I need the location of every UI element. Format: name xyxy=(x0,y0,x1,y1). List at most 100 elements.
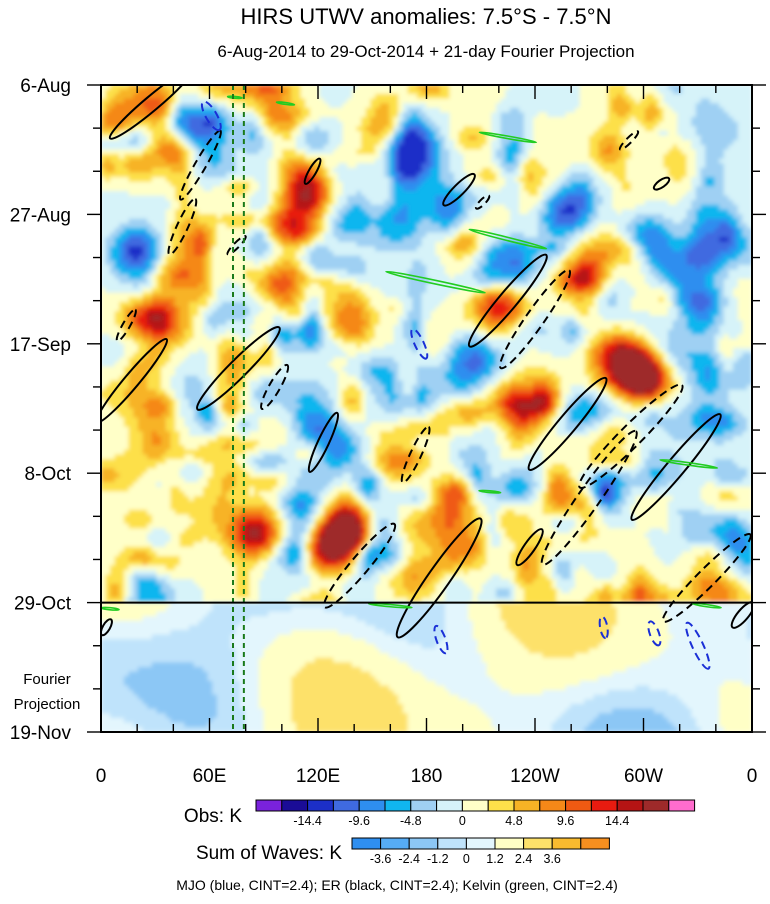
heatmap-cell xyxy=(402,167,409,174)
heatmap-cell xyxy=(309,89,316,95)
heatmap-cell xyxy=(244,237,251,243)
heatmap-cell xyxy=(384,144,390,150)
heatmap-cell xyxy=(561,117,567,123)
heatmap-cell xyxy=(514,103,520,109)
heatmap-cell xyxy=(430,117,437,123)
heatmap-cell xyxy=(114,117,120,123)
heatmap-cell xyxy=(700,121,706,127)
heatmap-cell xyxy=(268,200,274,206)
heatmap-cell xyxy=(505,232,511,238)
heatmap-cell xyxy=(356,204,362,211)
heatmap-cell xyxy=(458,218,464,224)
heatmap-cell xyxy=(412,177,418,183)
heatmap-cell xyxy=(282,241,288,248)
heatmap-cell xyxy=(565,89,571,95)
heatmap-cell xyxy=(505,163,511,169)
heatmap-cell xyxy=(337,214,344,220)
heatmap-cell xyxy=(482,204,488,211)
heatmap-cell xyxy=(435,117,441,123)
heatmap-cell xyxy=(747,112,752,118)
heatmap-cell xyxy=(579,98,585,104)
heatmap-cell xyxy=(305,227,311,234)
heatmap-cell xyxy=(686,107,692,114)
heatmap-cell xyxy=(319,135,325,141)
heatmap-cell xyxy=(361,135,367,141)
heatmap-cell xyxy=(198,158,204,164)
heatmap-cell xyxy=(514,149,520,155)
heatmap-cell xyxy=(407,154,413,160)
heatmap-cell xyxy=(291,246,297,252)
heatmap-cell xyxy=(389,172,395,178)
heatmap-cell xyxy=(254,209,260,215)
heatmap-cell xyxy=(147,163,153,169)
heatmap-cell xyxy=(426,89,432,95)
heatmap-cell xyxy=(356,144,362,150)
heatmap-cell xyxy=(505,204,511,211)
heatmap-cell xyxy=(402,103,409,109)
heatmap-cell xyxy=(379,227,385,234)
heatmap-cell xyxy=(342,103,348,109)
heatmap-cell xyxy=(296,103,302,109)
heatmap-cell xyxy=(737,135,743,141)
heatmap-cell xyxy=(523,112,530,118)
heatmap-cell xyxy=(575,140,581,146)
heatmap-cell xyxy=(533,186,539,192)
heatmap-cell xyxy=(268,112,274,118)
heatmap-cell xyxy=(421,163,427,169)
heatmap-cell xyxy=(561,144,567,150)
heatmap-cell xyxy=(254,144,260,150)
heatmap-cell xyxy=(384,149,390,155)
heatmap-cell xyxy=(523,163,530,169)
heatmap-cell xyxy=(165,218,172,224)
heatmap-cell xyxy=(398,126,404,132)
heatmap-cell xyxy=(621,186,627,192)
heatmap-cell xyxy=(254,237,260,243)
heatmap-cell xyxy=(300,154,306,160)
heatmap-cell xyxy=(723,107,730,114)
heatmap-cell xyxy=(379,103,385,109)
heatmap-cell xyxy=(379,135,385,141)
heatmap-cell xyxy=(161,163,167,169)
heatmap-cell xyxy=(519,126,525,132)
heatmap-cell xyxy=(337,121,344,127)
heatmap-cell xyxy=(709,140,716,146)
heatmap-cell xyxy=(491,241,497,248)
heatmap-cell xyxy=(551,181,557,187)
heatmap-cell xyxy=(449,112,455,118)
heatmap-cell xyxy=(268,126,274,132)
heatmap-cell xyxy=(514,200,520,206)
heatmap-cell xyxy=(137,218,144,224)
heatmap-cell xyxy=(356,154,362,160)
heatmap-cell xyxy=(268,158,274,164)
heatmap-cell xyxy=(533,227,539,234)
heatmap-cell xyxy=(486,140,492,146)
heatmap-cell xyxy=(435,204,441,211)
heatmap-cell xyxy=(333,237,339,243)
heatmap-cell xyxy=(249,112,255,118)
heatmap-cell xyxy=(742,85,748,90)
heatmap-cell xyxy=(551,209,557,215)
heatmap-cell xyxy=(305,223,311,229)
heatmap-cell xyxy=(598,200,604,206)
heatmap-cell xyxy=(523,121,530,127)
heatmap-cell xyxy=(170,200,176,206)
heatmap-cell xyxy=(644,223,650,229)
heatmap-cell xyxy=(277,126,283,132)
heatmap-cell xyxy=(110,190,116,197)
heatmap-cell xyxy=(356,172,362,178)
heatmap-cell xyxy=(105,158,111,164)
heatmap-cell xyxy=(216,177,223,183)
heatmap-cell xyxy=(533,177,539,183)
heatmap-cell xyxy=(347,117,353,123)
heatmap-cell xyxy=(351,140,358,146)
heatmap-cell xyxy=(468,209,474,215)
heatmap-cell xyxy=(686,89,692,95)
heatmap-cell xyxy=(212,121,218,127)
heatmap-cell xyxy=(733,241,739,248)
heatmap-cell xyxy=(635,154,641,160)
heatmap-cell xyxy=(588,209,595,215)
heatmap-cell xyxy=(607,154,613,160)
heatmap-cell xyxy=(240,107,246,114)
heatmap-cell xyxy=(351,107,358,114)
heatmap-cell xyxy=(123,163,130,169)
